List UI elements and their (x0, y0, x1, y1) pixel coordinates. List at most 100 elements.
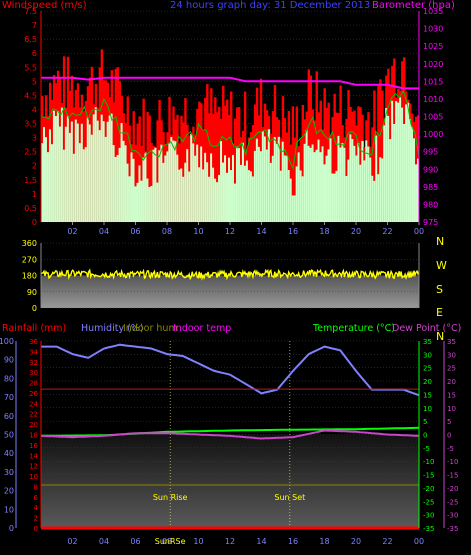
wind-bar (243, 91, 247, 223)
wind-low-bar (401, 107, 404, 222)
rain-tick-label: 36 (29, 338, 38, 346)
humidity-tick-label: 30 (4, 468, 14, 477)
dir-tick-label: 180 (22, 272, 37, 281)
wind-low-bar (309, 147, 312, 222)
wind-tick-label: 3 (32, 134, 37, 143)
dew-tick-label: -10 (447, 458, 458, 466)
temp-tick-label: -30 (423, 512, 434, 520)
wind-low-bar (397, 102, 400, 222)
temp-tick-label: 15 (423, 391, 432, 399)
wind-bar (315, 71, 318, 222)
wind-low-bar (303, 143, 306, 222)
wind-low-bar (134, 186, 137, 222)
wind-low-bar (48, 129, 52, 222)
wind-low-bar (84, 147, 88, 222)
wind-low-bar (381, 158, 384, 222)
wind-tick-label: 6.5 (24, 35, 37, 44)
wind-axis-title: Windspeed (m/s) (2, 0, 87, 11)
wind-low-bar (96, 120, 100, 222)
baro-tick-label: 985 (423, 183, 438, 192)
wind-low-bar (196, 144, 199, 222)
wind-bar (293, 137, 297, 222)
legend-label: Humidity (%) (81, 323, 144, 334)
wind-low-bar (146, 178, 149, 222)
wind-bar (347, 90, 350, 222)
wind-low-bar (194, 155, 197, 222)
wind-low-bar (383, 125, 386, 222)
temp-x-tick-label: 10 (193, 537, 203, 546)
wind-low-bar (212, 167, 215, 222)
wind-low-bar (64, 126, 68, 222)
wind-bar (287, 110, 291, 222)
wind-bar (226, 99, 229, 222)
humidity-tick-label: 80 (4, 374, 14, 383)
rain-tick-label: 0 (34, 525, 38, 533)
dew-tick-label: -5 (447, 445, 454, 453)
wind-bar (114, 68, 117, 222)
temp-x-tick-label: 02 (67, 537, 77, 546)
wind-low-bar (224, 155, 227, 222)
wind-tick-label: 5 (32, 77, 37, 86)
dir-tick-label: 0 (32, 304, 37, 313)
wind-low-bar (184, 162, 187, 222)
series-line-1 (41, 343, 420, 397)
wind-low-bar (377, 174, 380, 222)
wind-low-bar (222, 162, 225, 222)
wind-low-bar (373, 180, 376, 222)
humidity-tick-label: 100 (0, 337, 14, 346)
wind-x-tick-label: 04 (99, 227, 109, 236)
rain-tick-label: 16 (29, 442, 38, 450)
wind-bar (148, 115, 151, 222)
rain-tick-label: 2 (34, 515, 38, 523)
wind-low-bar (54, 116, 58, 222)
wind-low-bar (311, 144, 314, 222)
temp-gray-band (41, 434, 419, 528)
wind-low-bar (233, 183, 237, 222)
wind-direction-line (40, 268, 420, 281)
wind-x-tick-label: 06 (130, 227, 140, 236)
wind-low-bar (245, 160, 249, 222)
wind-tick-label: 5.5 (24, 63, 37, 72)
wind-bar (251, 125, 255, 222)
wind-low-bar (144, 153, 147, 222)
wind-tick-label: 2.5 (24, 148, 37, 157)
wind-low-bar (58, 126, 62, 222)
wind-low-bar (253, 150, 257, 222)
wind-x-tick-label: 16 (288, 227, 298, 236)
wind-low-bar (132, 158, 135, 222)
sun-bottom-mark: SunRSe (155, 537, 186, 546)
wind-bar (259, 78, 263, 223)
wind-low-bar (112, 145, 116, 222)
wind-low-bar (152, 149, 155, 222)
wind-tick-label: 2 (32, 162, 37, 171)
temp-tick-label: -15 (423, 472, 434, 480)
temp-tick-label: 20 (423, 378, 432, 386)
temp-tick-label: 25 (423, 365, 432, 373)
wind-low-bar (88, 124, 92, 222)
wind-bar (359, 107, 362, 222)
legend-label: Indoor temp (173, 323, 231, 334)
wind-low-bar (293, 195, 297, 222)
temp-tick-label: -20 (423, 485, 434, 493)
rain-tick-label: 18 (29, 432, 38, 440)
wind-average-line (40, 89, 420, 171)
wind-low-bar (164, 155, 167, 222)
wind-low-bar (369, 157, 372, 222)
wind-bar (62, 56, 66, 223)
dew-tick-label: -15 (447, 472, 458, 480)
wind-low-bar (204, 152, 207, 222)
wind-bar (206, 84, 209, 223)
wind-low-bar (405, 104, 408, 222)
wind-low-bar (82, 149, 86, 222)
wind-low-bar (124, 145, 127, 222)
wind-bar (128, 125, 131, 222)
wind-tick-label: 7.5 (24, 7, 37, 16)
wind-bar (377, 85, 380, 222)
rain-tick-label: 28 (29, 380, 38, 388)
wind-low-bar (351, 139, 354, 222)
wind-low-bar (188, 171, 191, 222)
wind-low-bar (319, 152, 322, 222)
wind-low-bar (387, 115, 390, 222)
wind-low-bar (371, 175, 374, 222)
wind-low-bar (90, 134, 94, 222)
